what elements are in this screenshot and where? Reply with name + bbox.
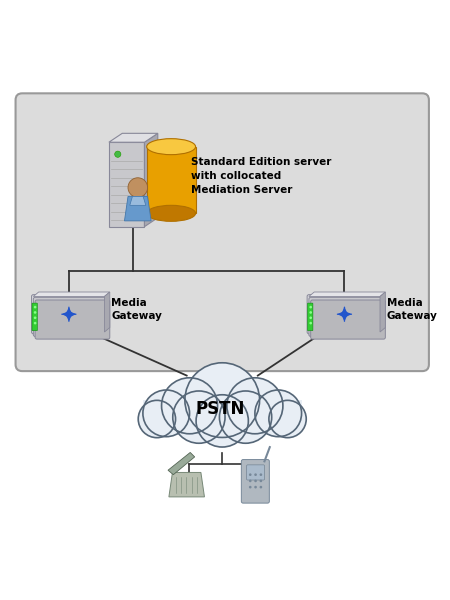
Circle shape — [138, 400, 176, 437]
Text: PSTN: PSTN — [195, 400, 245, 418]
Polygon shape — [104, 292, 110, 332]
FancyBboxPatch shape — [307, 295, 382, 334]
Circle shape — [309, 322, 312, 325]
Circle shape — [249, 479, 252, 482]
Circle shape — [255, 390, 302, 437]
FancyBboxPatch shape — [147, 146, 196, 214]
Circle shape — [173, 391, 225, 443]
Polygon shape — [309, 292, 385, 296]
Circle shape — [143, 390, 189, 437]
Circle shape — [115, 151, 121, 157]
Circle shape — [34, 311, 36, 314]
FancyBboxPatch shape — [32, 295, 106, 334]
Circle shape — [309, 311, 312, 314]
FancyBboxPatch shape — [247, 465, 265, 480]
FancyBboxPatch shape — [35, 300, 110, 339]
FancyBboxPatch shape — [143, 400, 302, 423]
Text: Media
Gateway: Media Gateway — [111, 298, 162, 322]
Circle shape — [128, 178, 148, 197]
Circle shape — [34, 306, 36, 308]
Ellipse shape — [147, 205, 196, 221]
Polygon shape — [33, 292, 110, 296]
Circle shape — [249, 473, 252, 476]
Circle shape — [254, 473, 257, 476]
FancyBboxPatch shape — [307, 303, 313, 331]
Text: Standard Edition server
with collocated
Mediation Server: Standard Edition server with collocated … — [191, 157, 332, 194]
Circle shape — [196, 395, 248, 447]
Circle shape — [254, 479, 257, 482]
Circle shape — [309, 306, 312, 308]
Polygon shape — [109, 133, 158, 142]
Circle shape — [227, 378, 283, 434]
Polygon shape — [169, 472, 204, 497]
FancyBboxPatch shape — [310, 300, 385, 339]
Circle shape — [260, 486, 262, 488]
Ellipse shape — [147, 139, 196, 155]
Circle shape — [260, 479, 262, 482]
FancyBboxPatch shape — [33, 298, 108, 337]
FancyBboxPatch shape — [16, 94, 429, 371]
Circle shape — [260, 473, 262, 476]
Polygon shape — [130, 196, 146, 205]
Circle shape — [269, 400, 306, 437]
FancyBboxPatch shape — [309, 298, 383, 337]
Polygon shape — [125, 196, 151, 221]
Circle shape — [254, 486, 257, 488]
Circle shape — [34, 322, 36, 325]
FancyBboxPatch shape — [241, 460, 270, 503]
Circle shape — [309, 316, 312, 319]
Polygon shape — [168, 452, 195, 475]
Circle shape — [220, 391, 272, 443]
Polygon shape — [109, 142, 144, 227]
Circle shape — [249, 486, 252, 488]
Circle shape — [185, 363, 260, 437]
Circle shape — [162, 378, 217, 434]
Text: Media
Gateway: Media Gateway — [387, 298, 437, 322]
Polygon shape — [144, 133, 158, 227]
Polygon shape — [380, 292, 385, 332]
FancyBboxPatch shape — [32, 303, 37, 331]
Circle shape — [34, 316, 36, 319]
